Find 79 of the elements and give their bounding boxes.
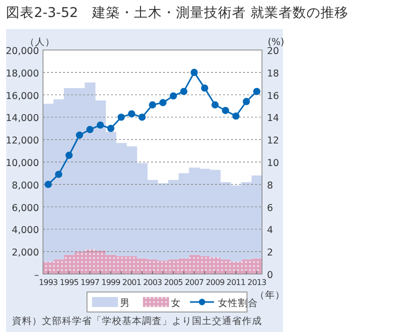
x-tick-label: 1999 <box>101 278 120 287</box>
x-tick-label: 2003 <box>143 278 162 287</box>
point <box>242 98 250 106</box>
point <box>201 84 208 92</box>
point <box>65 152 73 159</box>
x-tick-label: 2009 <box>206 278 225 287</box>
point <box>222 106 230 114</box>
bar <box>241 259 252 274</box>
y2-axis-title: (%) <box>268 37 284 48</box>
x-tick-label: 2001 <box>122 278 142 287</box>
y2-tick-label: 6 <box>267 202 274 214</box>
point <box>232 112 240 120</box>
bar <box>43 262 54 274</box>
y2-tick-label: 0 <box>267 270 274 281</box>
y-tick-label: 8,000 <box>12 180 39 192</box>
point <box>76 132 84 139</box>
text: 資料）文部科学省「学校基本調査」より国土交通省作成 <box>12 315 262 327</box>
bar <box>210 257 221 274</box>
x-tick-label: 1995 <box>60 278 79 287</box>
x-axis-title: （年） <box>255 289 285 301</box>
legend-label: 女 <box>171 297 181 309</box>
bar <box>136 258 148 274</box>
y2-tick-label: 14 <box>267 113 280 124</box>
y2-tick-label: 8 <box>267 180 274 192</box>
point <box>96 121 104 129</box>
point <box>107 124 114 132</box>
legend-label: 女性割合 <box>218 297 258 309</box>
bar <box>158 260 168 274</box>
y2-tick-label: 12 <box>267 136 280 147</box>
x-tick-label: 2007 <box>184 278 204 287</box>
y-tick-label: 4,000 <box>12 225 39 236</box>
point <box>190 68 198 76</box>
y2-tick-label: 4 <box>267 225 274 236</box>
y-tick-label: 20,000 <box>6 46 39 57</box>
point <box>148 101 156 108</box>
bar <box>106 254 116 274</box>
point <box>253 88 260 96</box>
y2-tick-label: 2 <box>267 248 274 259</box>
bar <box>126 256 138 274</box>
chart-title: 図表2-3-52 建築・土木・測量技術者 就業者数の推移 <box>6 5 348 21</box>
y2-tick-label: 16 <box>267 90 280 102</box>
legend-label: 男 <box>120 298 130 309</box>
x-tick-label: 2011 <box>226 278 246 287</box>
point <box>211 101 219 108</box>
point <box>170 92 177 100</box>
point <box>138 114 146 121</box>
point <box>159 99 167 106</box>
bar <box>95 250 106 274</box>
bar <box>64 254 75 274</box>
y-tick-label: 2,000 <box>12 248 39 259</box>
x-tick-label: 2005 <box>164 278 184 287</box>
point <box>180 88 188 96</box>
y-tick-label: – <box>34 270 40 281</box>
bar <box>168 259 179 274</box>
y-tick-label: 6,000 <box>12 202 39 214</box>
bar <box>178 258 190 274</box>
y-tick-label: 12,000 <box>6 136 39 147</box>
y2-tick-label: 10 <box>267 158 280 169</box>
y-tick-label: 16,000 <box>6 90 39 102</box>
point <box>128 110 136 118</box>
point <box>118 114 125 121</box>
point <box>55 170 62 178</box>
y-axis-title: （人） <box>25 37 55 48</box>
y-tick-label: 14,000 <box>6 113 39 124</box>
x-tick-label: 2013 <box>247 278 266 287</box>
point <box>44 180 52 188</box>
bar <box>199 256 210 274</box>
bar <box>189 254 200 274</box>
bar <box>84 249 96 274</box>
y2-tick-label: 20 <box>267 46 280 57</box>
x-tick-label: 1993 <box>38 278 58 287</box>
x-tick-label: 1997 <box>80 278 100 287</box>
bar <box>116 256 127 274</box>
point <box>86 126 94 134</box>
y-tick-label: 10,000 <box>6 158 39 169</box>
y2-tick-label: 18 <box>267 68 280 80</box>
y-tick-label: 18,000 <box>6 68 39 80</box>
bar <box>53 259 64 274</box>
bar <box>230 262 242 274</box>
